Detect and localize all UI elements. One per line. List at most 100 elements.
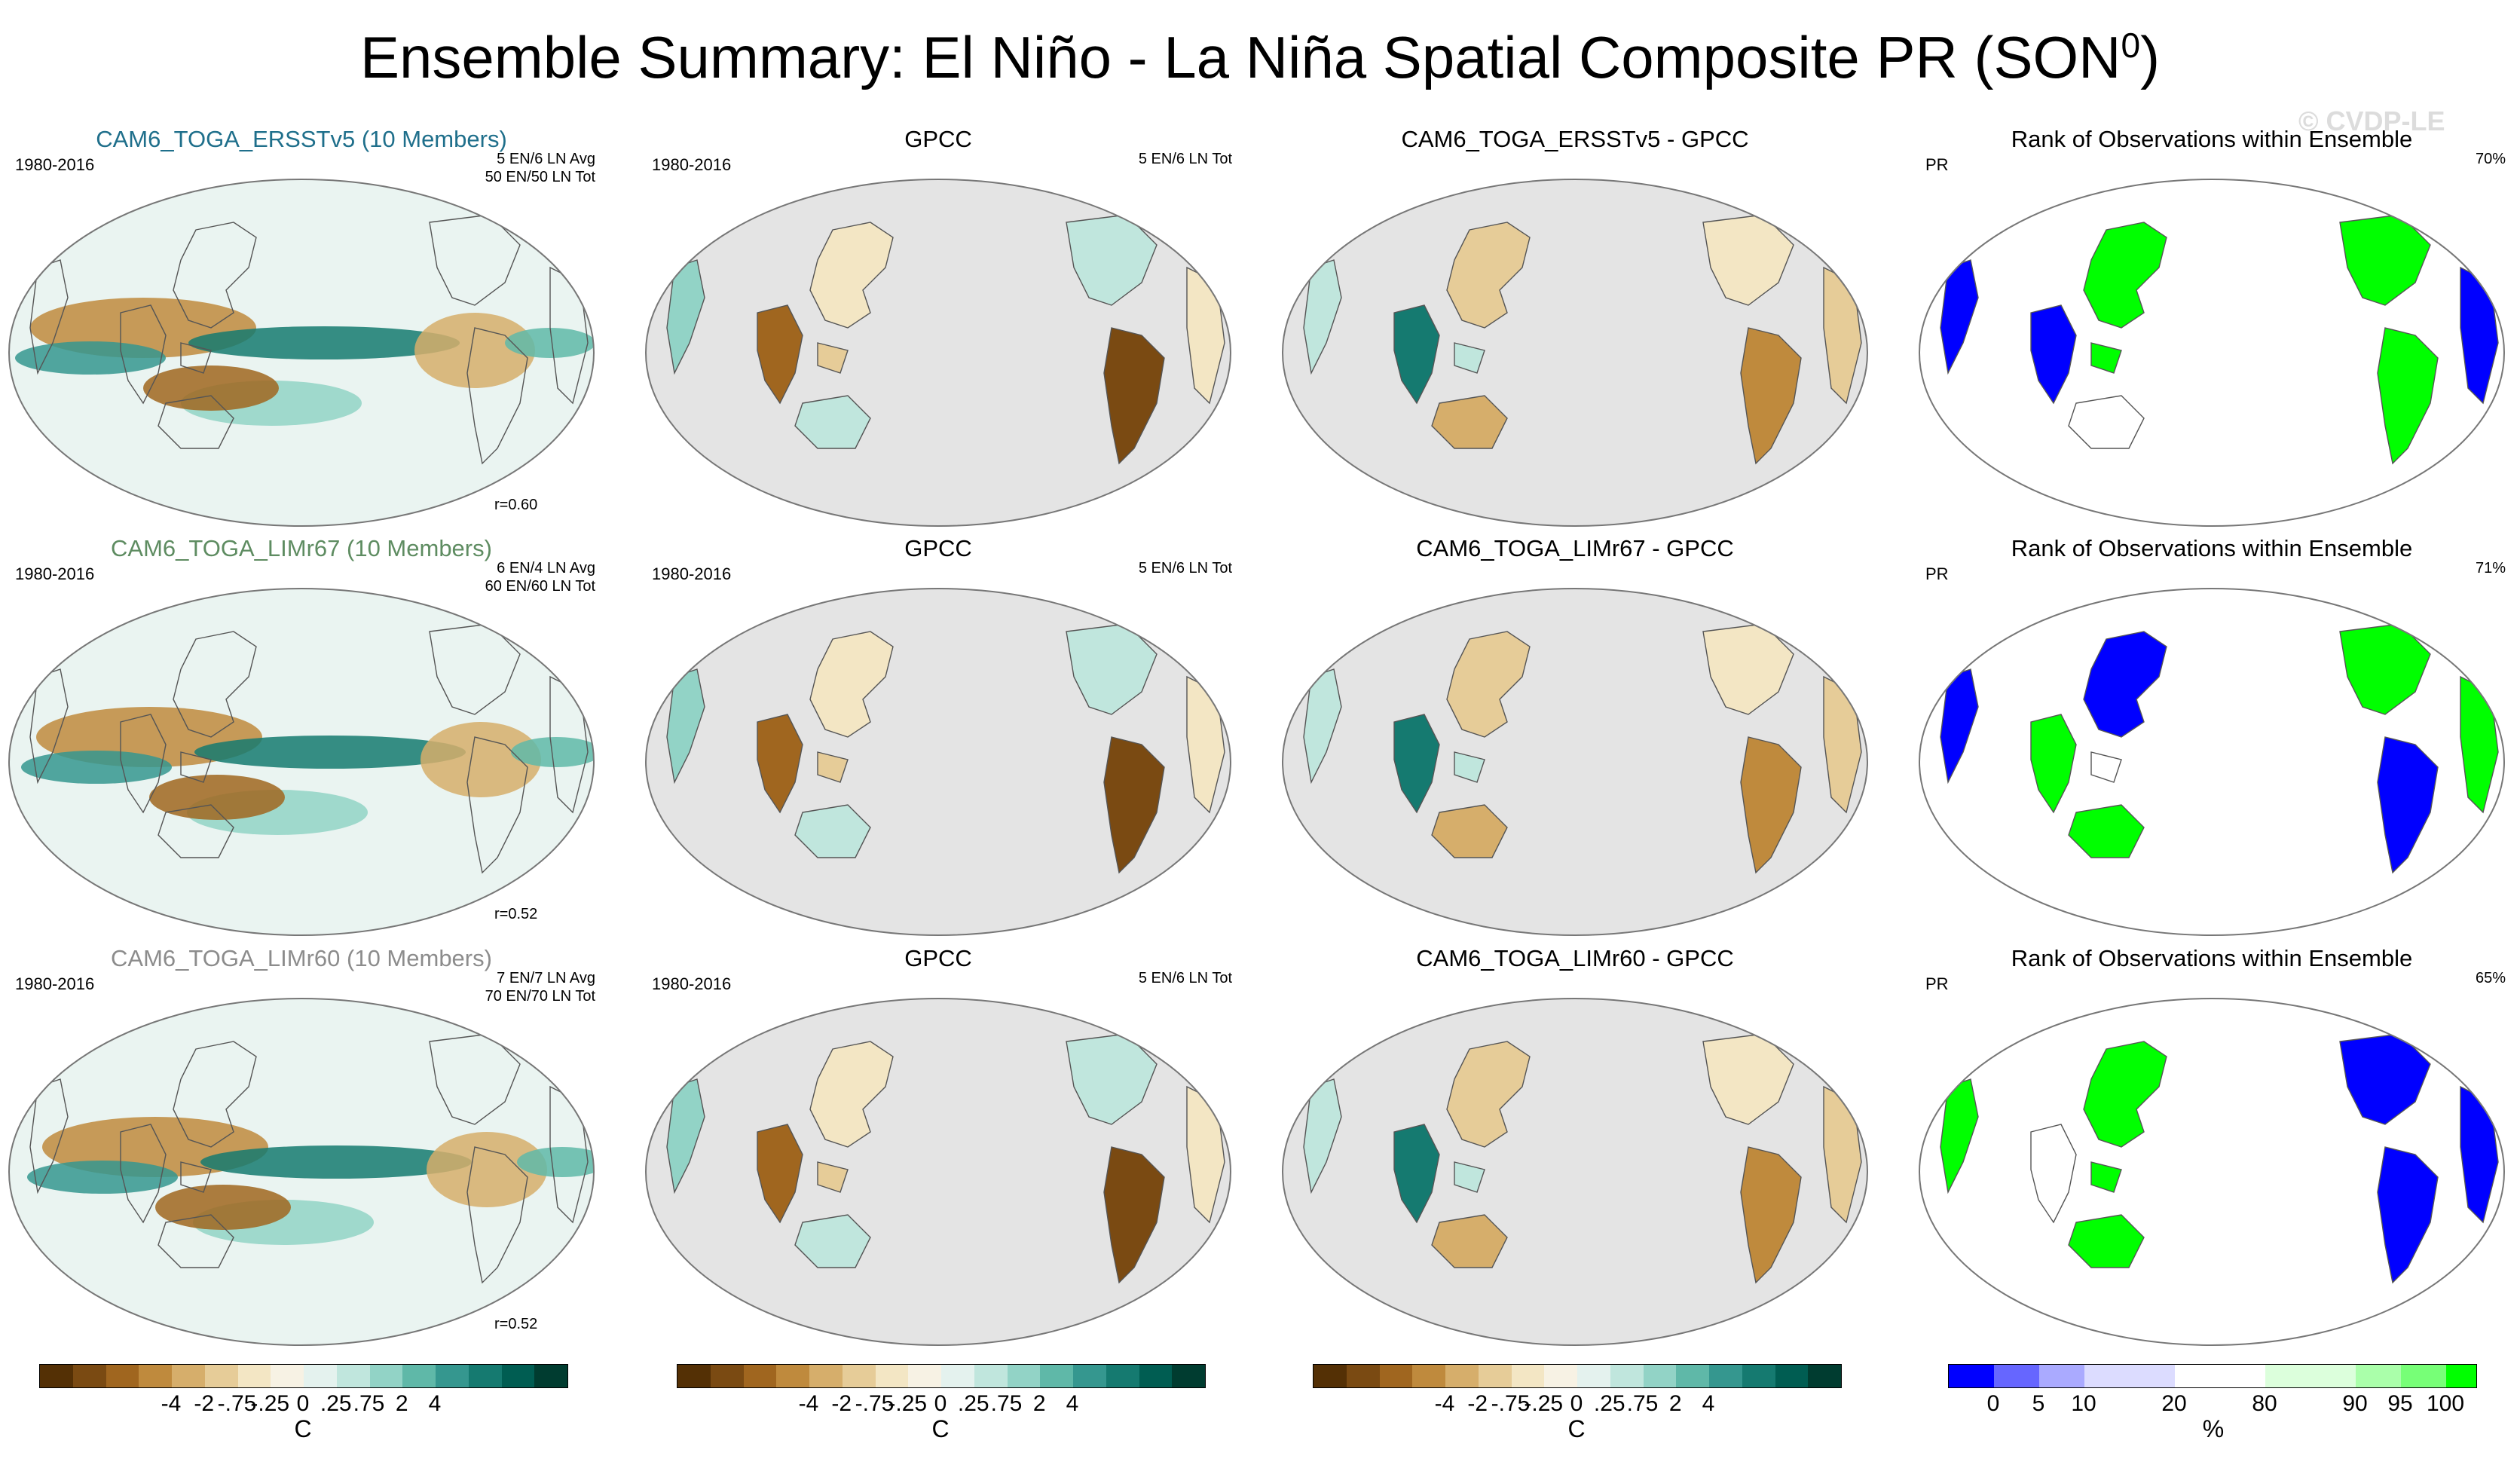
coastline (120, 304, 167, 405)
panel-title: CAM6_TOGA_LIMr67 - GPCC (1416, 535, 1734, 561)
coastline (158, 1214, 234, 1268)
event-counts: 5 EN/6 LN Tot (1139, 150, 1232, 168)
colorbar-swatch (1007, 1365, 1041, 1387)
colorbar-swatch (1040, 1365, 1073, 1387)
colorbar-swatch (1314, 1365, 1347, 1387)
variable-label: PR (1925, 155, 1949, 174)
colorbar-swatch (1445, 1365, 1479, 1387)
pattern-correlation: r=0.52 (494, 906, 538, 922)
precip-anomaly-region (427, 1132, 547, 1207)
colorbar-swatch (468, 1365, 502, 1387)
land-anomaly-region (1103, 327, 1165, 465)
land-anomaly-region (794, 1214, 871, 1268)
land-anomaly-region (1740, 1146, 1802, 1284)
land-anomaly-region (757, 1124, 803, 1224)
colorbar-swatch (1676, 1365, 1709, 1387)
land-anomaly-region (817, 751, 849, 783)
colorbar-tick-label: 80 (2252, 1391, 2277, 1416)
panel-diff-row1: CAM6_TOGA_ERSSTv5 - GPCC (1274, 124, 1876, 535)
colorbar-swatch (106, 1365, 139, 1387)
event-counts: 5 EN/6 LN Avg 50 EN/50 LN Tot (485, 150, 595, 186)
colorbar-swatch (908, 1365, 941, 1387)
colorbar-swatch (1994, 1365, 2039, 1387)
colorbar-tick-label: .75 (990, 1391, 1023, 1416)
coastline (29, 1078, 69, 1194)
coastline (29, 668, 69, 785)
anomaly-colorbar: -4 -2 -.75 -.25 0 .25.75 2 4 C (677, 1364, 1219, 1447)
colorbar-tick-label: -.75 (855, 1391, 895, 1416)
colorbar-tick-label: .25 (957, 1391, 989, 1416)
colorbar-swatches (1948, 1364, 2477, 1388)
colorbar-swatch (40, 1365, 73, 1387)
colorbar-swatch (534, 1365, 567, 1387)
rank-percent: 65% (2476, 969, 2506, 987)
colorbar-swatch (1412, 1365, 1445, 1387)
rank-region (2030, 1124, 2077, 1224)
land-anomaly-region (666, 1078, 705, 1194)
colorbar-tick-label: 2 (395, 1391, 408, 1416)
colorbar-tick-label: .25 (320, 1391, 352, 1416)
rank-region (2068, 804, 2145, 858)
rank-region (2090, 751, 2122, 783)
anomaly-colorbar: -4 -2 -.75 -.25 0 .25.75 2 4 C (1313, 1364, 1855, 1447)
globe-map (1282, 588, 1868, 936)
event-count-line: 5 EN/6 LN Avg (497, 151, 595, 167)
colorbar-tick-label: .75 (353, 1391, 385, 1416)
land-anomaly-region (809, 222, 894, 329)
colorbar-swatches (1313, 1364, 1842, 1388)
colorbar-swatch (172, 1365, 205, 1387)
rank-region (2377, 736, 2439, 874)
anomaly-colorbar: -4 -2 -.75 -.25 0 .25.75 2 4 C (39, 1364, 582, 1447)
rank-region (2030, 304, 2077, 405)
coastline (466, 736, 528, 874)
panel-diff-row2: CAM6_TOGA_LIMr67 - GPCC (1274, 534, 1876, 944)
colorbar-swatch (743, 1365, 777, 1387)
land-anomaly-region (1454, 1161, 1485, 1193)
coastline (180, 751, 212, 783)
land-anomaly-region (1740, 327, 1802, 465)
globe-border (1282, 588, 1868, 936)
panel-obs-row3: GPCC 1980-2016 5 EN/6 LN Tot (637, 944, 1240, 1354)
land-anomaly-region (1446, 1041, 1531, 1148)
land-anomaly-region (1446, 631, 1531, 738)
colorbar-unit: C (294, 1415, 312, 1442)
land-anomaly-region (1393, 304, 1440, 405)
land-anomaly-region (1431, 395, 1508, 449)
globe-border (1282, 998, 1868, 1346)
panel-title: GPCC (904, 126, 972, 152)
event-count-line: 70 EN/70 LN Tot (485, 988, 595, 1005)
colorbar-swatch (1139, 1365, 1173, 1387)
colorbar-swatch (2401, 1365, 2446, 1387)
land-anomaly-region (809, 631, 894, 738)
colorbar-swatch (2175, 1365, 2265, 1387)
colorbar-swatch (2265, 1365, 2356, 1387)
panel-rank-row2: Rank of Observations within Ensemble PR 71… (1910, 534, 2513, 944)
precip-anomaly-region (200, 1145, 472, 1179)
coastline (173, 222, 257, 329)
coastline (466, 327, 528, 465)
pattern-correlation: r=0.52 (494, 1316, 538, 1332)
colorbar-swatch (271, 1365, 304, 1387)
precip-anomaly-region (155, 1185, 291, 1230)
colorbar-tick-label: 10 (2071, 1391, 2096, 1416)
land-anomaly-region (1393, 714, 1440, 814)
precip-anomaly-region (149, 775, 285, 820)
colorbar-swatch (2039, 1365, 2084, 1387)
land-anomaly-region (757, 304, 803, 405)
rank-percent-value: 71% (2475, 560, 2506, 577)
rank-region (2068, 395, 2145, 449)
globe-border (1282, 179, 1868, 527)
rank-region (2090, 342, 2122, 374)
land-anomaly-region (809, 1041, 894, 1148)
colorbar-swatch (1610, 1365, 1644, 1387)
colorbar-swatch (2446, 1365, 2476, 1387)
colorbar-swatch (204, 1365, 238, 1387)
globe-map (8, 998, 595, 1346)
colorbar-tick-label: -.25 (250, 1391, 290, 1416)
panel-title: GPCC (904, 945, 972, 971)
colorbar-tick-label: -4 (161, 1391, 182, 1416)
colorbar-swatch (237, 1365, 271, 1387)
pattern-correlation: r=0.60 (494, 497, 538, 513)
globe-border (8, 179, 595, 527)
colorbar-swatch (875, 1365, 909, 1387)
